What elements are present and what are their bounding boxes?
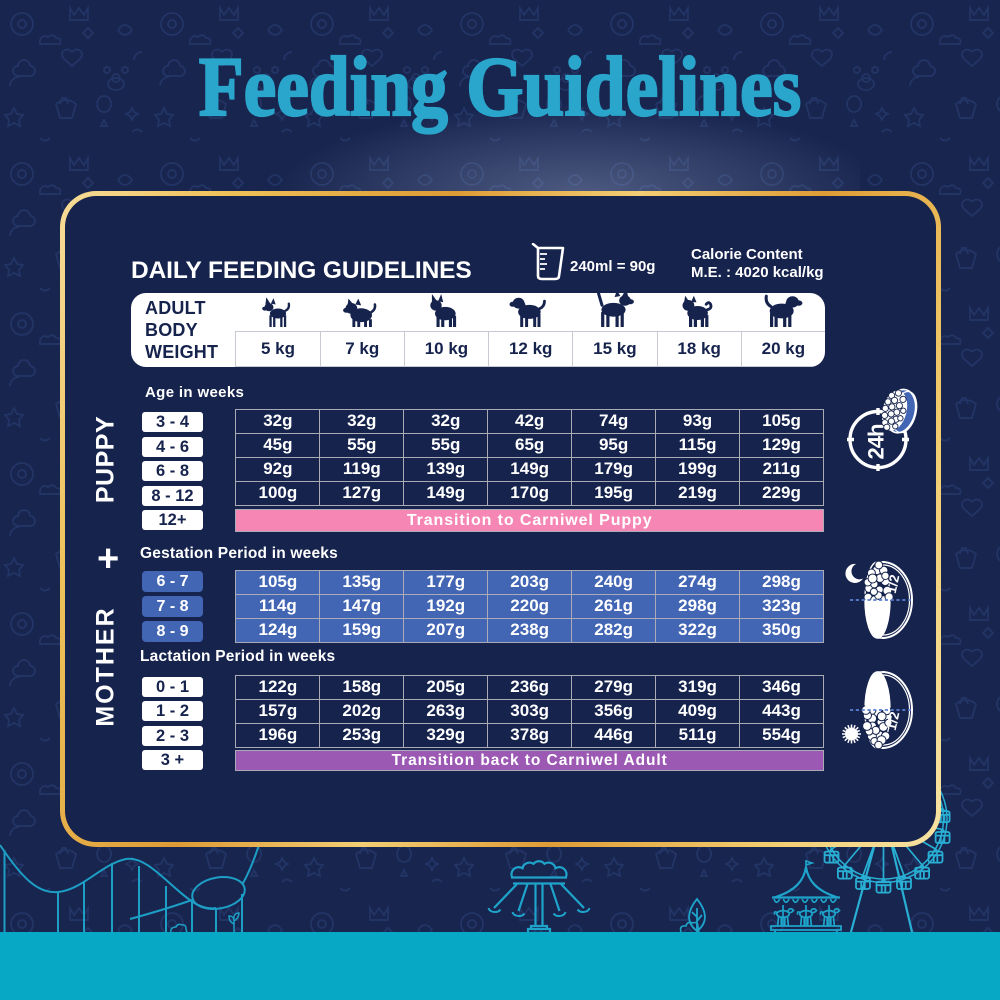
svg-text:24h: 24h: [864, 424, 889, 459]
svg-text:1/2: 1/2: [884, 710, 903, 731]
svg-text:1/2: 1/2: [884, 573, 903, 594]
